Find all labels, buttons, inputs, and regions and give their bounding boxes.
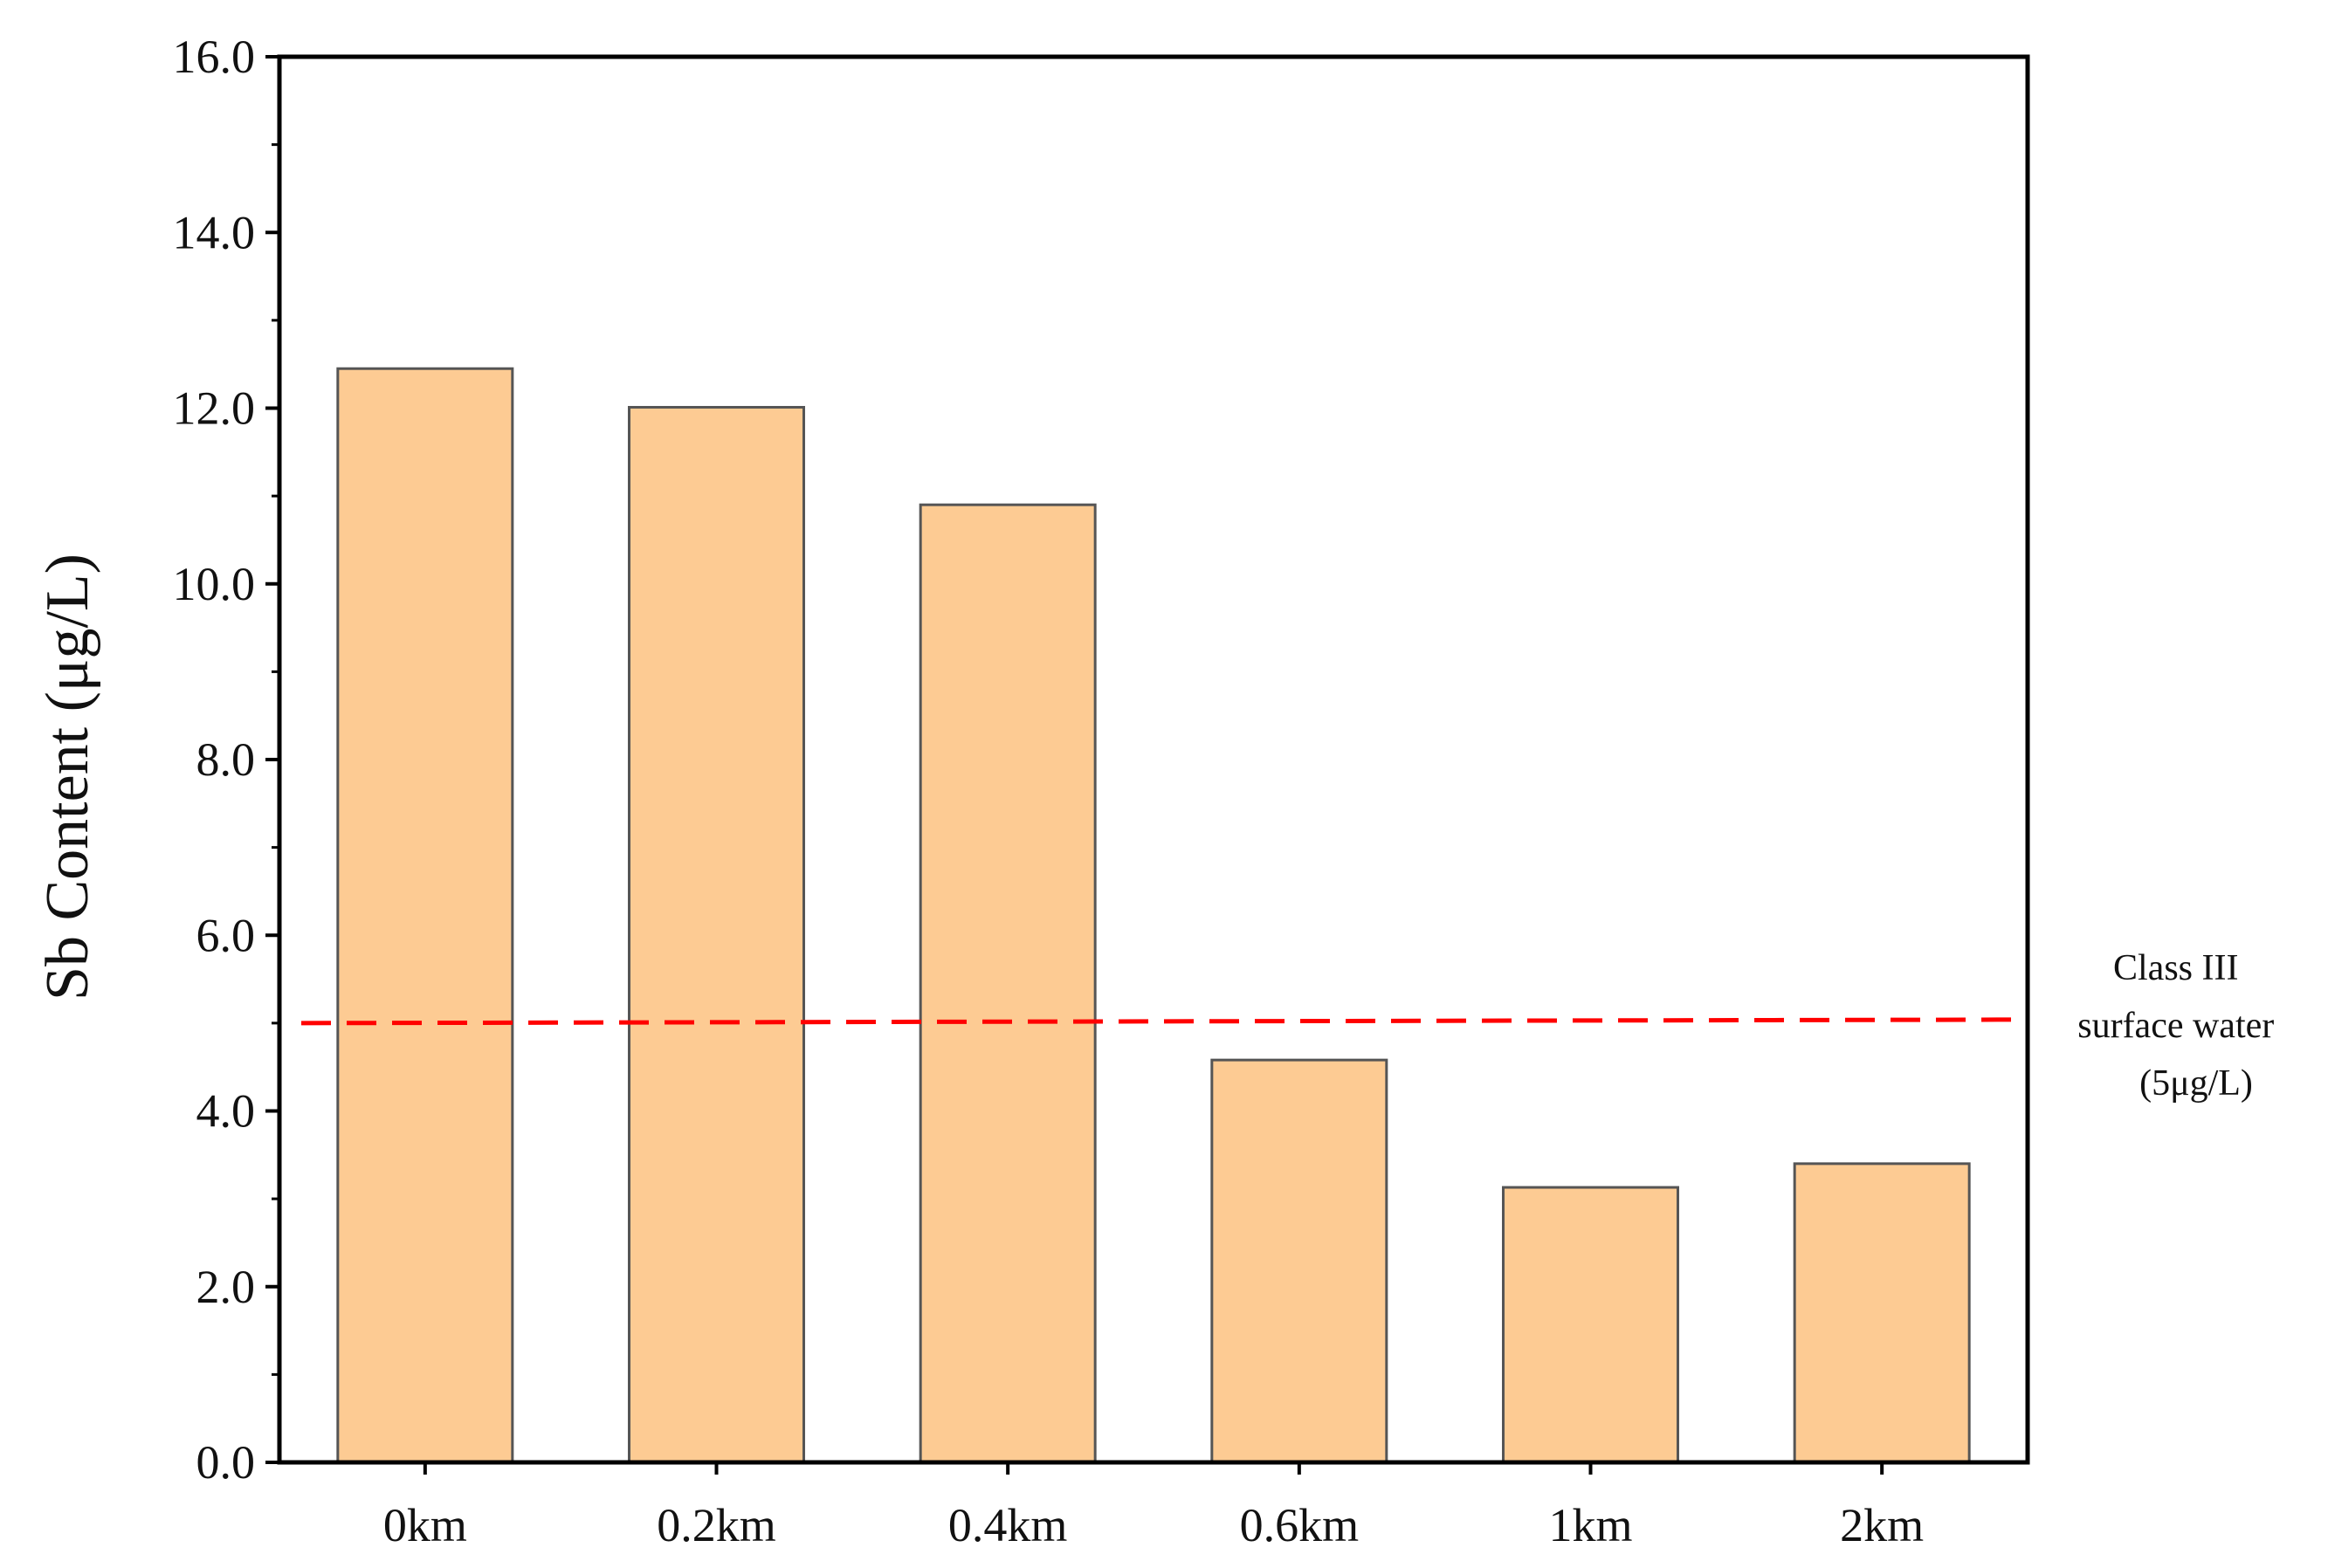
y-tick-label: 8.0 bbox=[196, 733, 256, 786]
y-tick-label: 2.0 bbox=[196, 1261, 256, 1313]
bar-2km bbox=[1793, 1162, 1971, 1464]
reference-label-line: (5μg/L) bbox=[2139, 1063, 2253, 1104]
y-tick-label: 4.0 bbox=[196, 1085, 256, 1138]
reference-label-line: Class III bbox=[2113, 948, 2238, 988]
reference-label-line: surface water bbox=[2077, 1006, 2274, 1046]
bar-0.6km bbox=[1210, 1058, 1388, 1464]
bar-0km bbox=[336, 367, 514, 1464]
x-tick-label: 0.2km bbox=[657, 1499, 776, 1551]
y-tick-label: 6.0 bbox=[196, 909, 256, 961]
bar-0.2km bbox=[628, 405, 805, 1464]
bar-1km bbox=[1502, 1186, 1679, 1464]
y-tick-label: 12.0 bbox=[173, 382, 256, 435]
reference-line bbox=[300, 1017, 2022, 1026]
y-tick-label: 0.0 bbox=[196, 1436, 256, 1489]
x-tick-label: 1km bbox=[1548, 1499, 1632, 1551]
y-tick-label: 16.0 bbox=[173, 31, 256, 83]
x-tick-label: 0km bbox=[383, 1499, 467, 1551]
x-tick-label: 0.6km bbox=[1240, 1499, 1360, 1551]
y-tick-label: 14.0 bbox=[173, 206, 256, 258]
reference-line-label: Class III surface water (5μg/L) bbox=[2077, 948, 2283, 1104]
y-tick-label: 10.0 bbox=[173, 558, 256, 610]
x-tick-label: 2km bbox=[1840, 1499, 1924, 1551]
x-tick-label: 0.4km bbox=[948, 1499, 1068, 1551]
bar-0.4km bbox=[919, 503, 1097, 1464]
y-axis-label: Sb Content (μg/L) bbox=[34, 554, 101, 1001]
plot-frame bbox=[277, 54, 2030, 1465]
